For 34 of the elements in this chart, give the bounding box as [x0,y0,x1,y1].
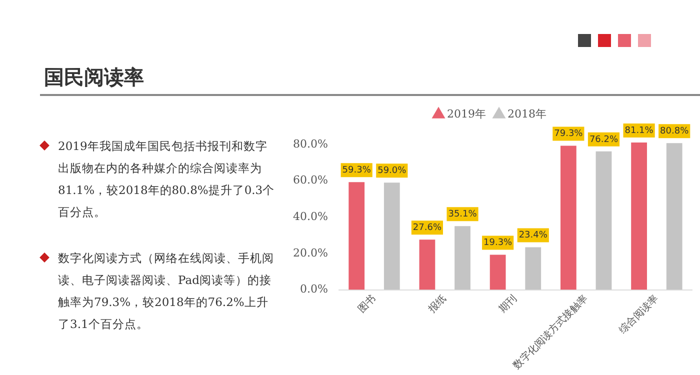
bar [419,240,436,290]
text: 2019年我国成年国民包括书报刊和数字出版物在内的各种媒介的综合阅读率为81.1%，较2018年的80.8%提升了0.3个百分点。 [58,139,275,219]
legend-label: 2018年 [508,107,546,120]
y-tick-label: 60.0% [292,174,328,187]
text: 数字化阅读方式（网络在线阅读、手机阅读、电子阅读器阅读、Pad阅读等）的接触率为79.3%，较2018年的76.2%上升了3.1个百分点。 [58,251,274,331]
data-label: 19.3% [484,238,513,248]
data-label: 81.1% [624,126,654,136]
x-tick-label: 图书 [356,292,378,316]
x-tick-label: 报纸 [425,292,449,316]
data-label: 76.2% [589,134,618,145]
data-label: 35.1% [448,209,478,220]
y-tick-label: 80.0% [292,137,328,150]
bar [454,226,470,290]
data-label: 59.3% [342,165,372,176]
x-tick-label: 期刊 [496,292,520,316]
data-label: 80.8% [660,126,690,136]
bar [490,254,506,290]
bar [666,143,682,290]
legend-label: 2019年 [447,107,486,120]
text: 国民阅读率 [44,64,144,91]
bar [560,146,576,290]
bar [348,182,365,290]
y-tick-label: 20.0% [292,246,328,260]
y-tick-label: 0.0% [300,282,328,296]
y-tick-label: 40.0% [292,210,328,224]
bar [596,151,612,290]
x-tick-label: 综合阅读率 [616,292,661,336]
bar [525,247,542,290]
bar [384,182,400,290]
bar [631,142,647,290]
data-label: 79.3% [554,129,584,140]
data-label: 27.6% [412,223,442,234]
data-label: 59.0% [378,166,407,176]
data-label: 23.4% [518,230,548,241]
